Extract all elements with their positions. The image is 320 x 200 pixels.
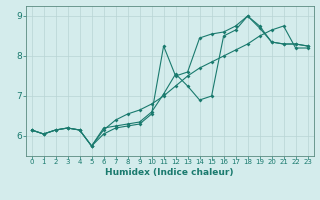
X-axis label: Humidex (Indice chaleur): Humidex (Indice chaleur) (105, 168, 234, 177)
